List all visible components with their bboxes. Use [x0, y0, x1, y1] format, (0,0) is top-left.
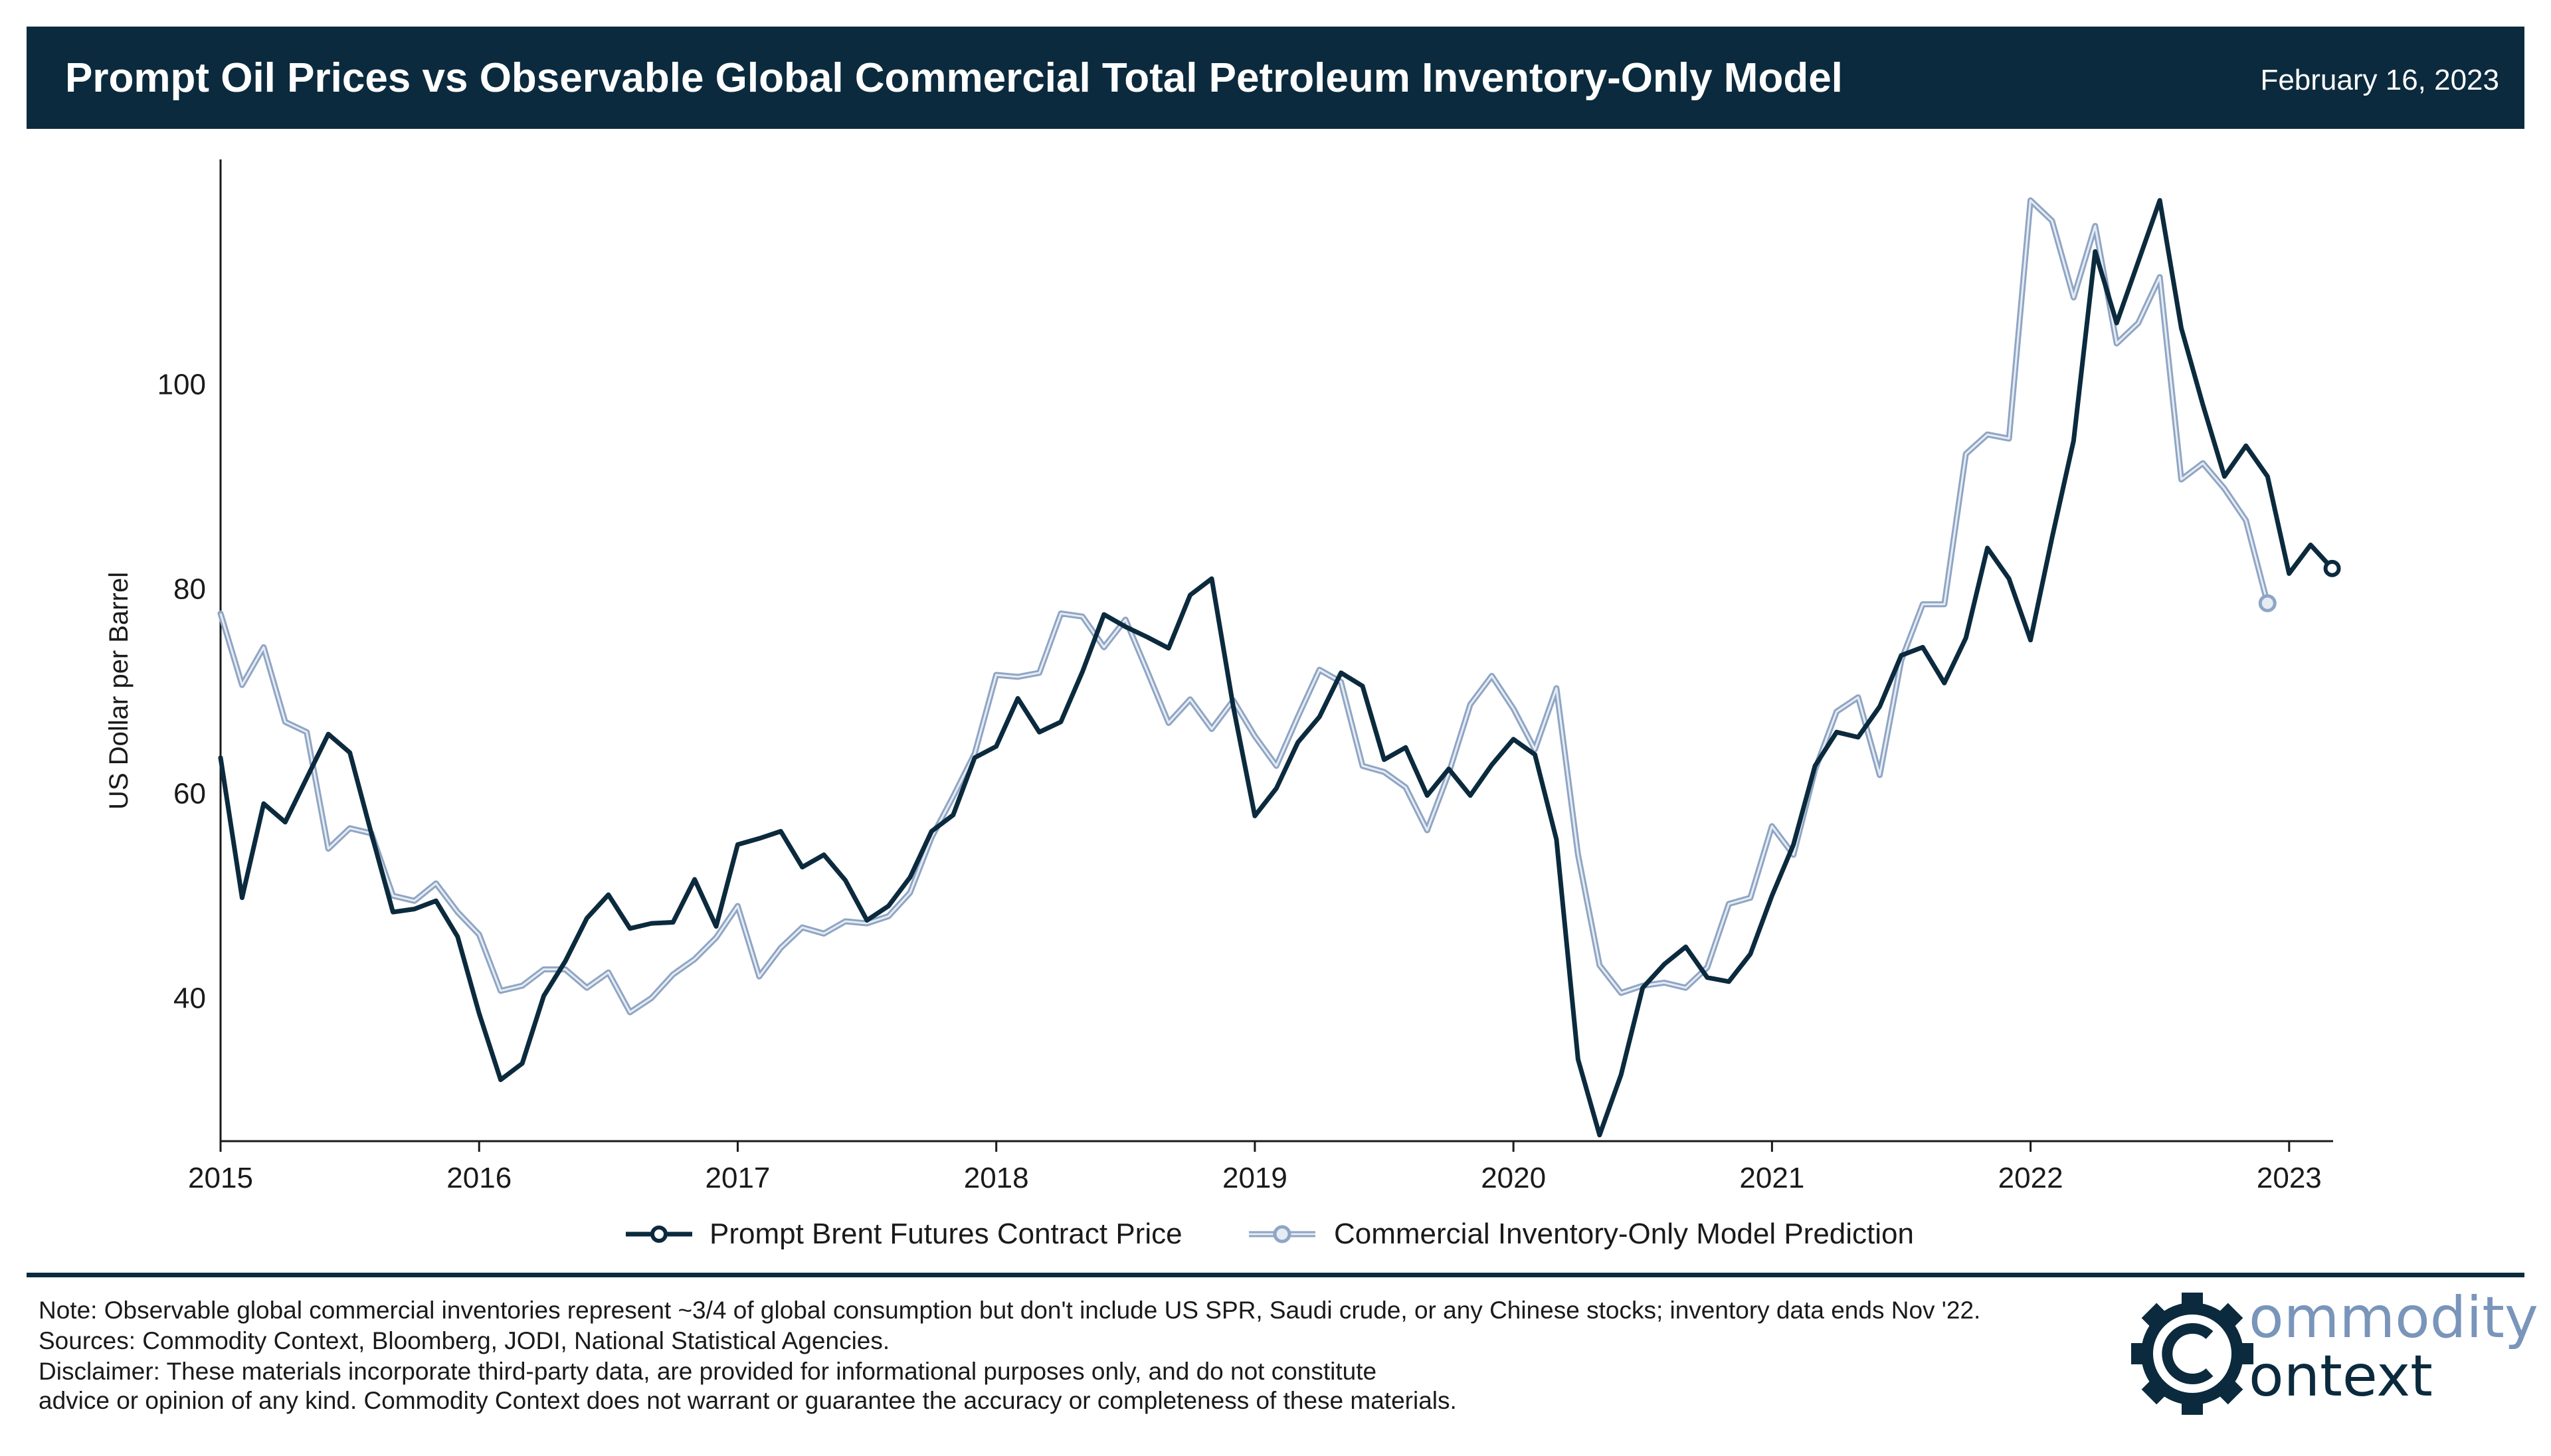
- series-end-marker-brent: [2323, 559, 2341, 577]
- footer-disclaimer-line-1: Disclaimer: These materials incorporate …: [39, 1358, 1377, 1385]
- logo-word-context: ontext: [2249, 1343, 2433, 1410]
- x-tick-label: 2022: [1998, 1162, 2063, 1194]
- series-brent: [218, 198, 2341, 1138]
- axes: 2015 2016 2017 2018 2019 2020 2021 2022 2023 40 60…: [157, 159, 2333, 1194]
- series-layer: [217, 197, 2341, 1138]
- page-title: Prompt Oil Prices vs Observable Global C…: [65, 55, 1843, 101]
- legend-marker-brent: [650, 1226, 668, 1243]
- legend-item-model[interactable]: Commercial Inventory-Only Model Predicti…: [1249, 1218, 1914, 1250]
- series-line-model: [217, 197, 2271, 1016]
- series-end-marker-model: [2258, 594, 2277, 612]
- y-tick-label: 40: [173, 982, 206, 1014]
- footer-sources: Sources: Commodity Context, Bloomberg, J…: [39, 1327, 890, 1354]
- commodity-context-logo: ommodity ontext: [2126, 1285, 2538, 1415]
- series-model: [217, 197, 2277, 1016]
- footer-divider: [27, 1273, 2524, 1277]
- y-axis-label: US Dollar per Barrel: [104, 572, 134, 810]
- logo-word-commodity: ommodity: [2249, 1285, 2538, 1351]
- y-tick-label: 60: [173, 778, 206, 810]
- date-label: February 16, 2023: [2260, 64, 2499, 96]
- series-line-brent: [218, 198, 2335, 1138]
- gear-c-icon: [2131, 1293, 2253, 1415]
- legend-marker-model: [1273, 1225, 1291, 1243]
- x-tick-label: 2023: [2257, 1162, 2322, 1194]
- legend-item-brent[interactable]: Prompt Brent Futures Contract Price: [626, 1218, 1182, 1250]
- x-tick-label: 2018: [964, 1162, 1029, 1194]
- x-tick-label: 2019: [1222, 1162, 1287, 1194]
- footer-note: Note: Observable global commercial inven…: [39, 1297, 1981, 1324]
- series-line-inner-model: [219, 199, 2269, 1014]
- x-tick-label: 2020: [1481, 1162, 1546, 1194]
- y-tick-label: 80: [173, 573, 206, 606]
- header-bar: Prompt Oil Prices vs Observable Global C…: [27, 27, 2524, 129]
- x-tick-label: 2016: [446, 1162, 512, 1194]
- x-tick-label: 2015: [188, 1162, 253, 1194]
- legend-label-brent: Prompt Brent Futures Contract Price: [709, 1218, 1182, 1250]
- footer-disclaimer-line-2: advice or opinion of any kind. Commodity…: [39, 1387, 1457, 1414]
- y-tick-label: 100: [157, 369, 206, 401]
- legend: Prompt Brent Futures Contract Price Comm…: [626, 1218, 1914, 1250]
- x-tick-label: 2017: [706, 1162, 771, 1194]
- legend-label-model: Commercial Inventory-Only Model Predicti…: [1334, 1218, 1914, 1250]
- x-tick-label: 2021: [1739, 1162, 1804, 1194]
